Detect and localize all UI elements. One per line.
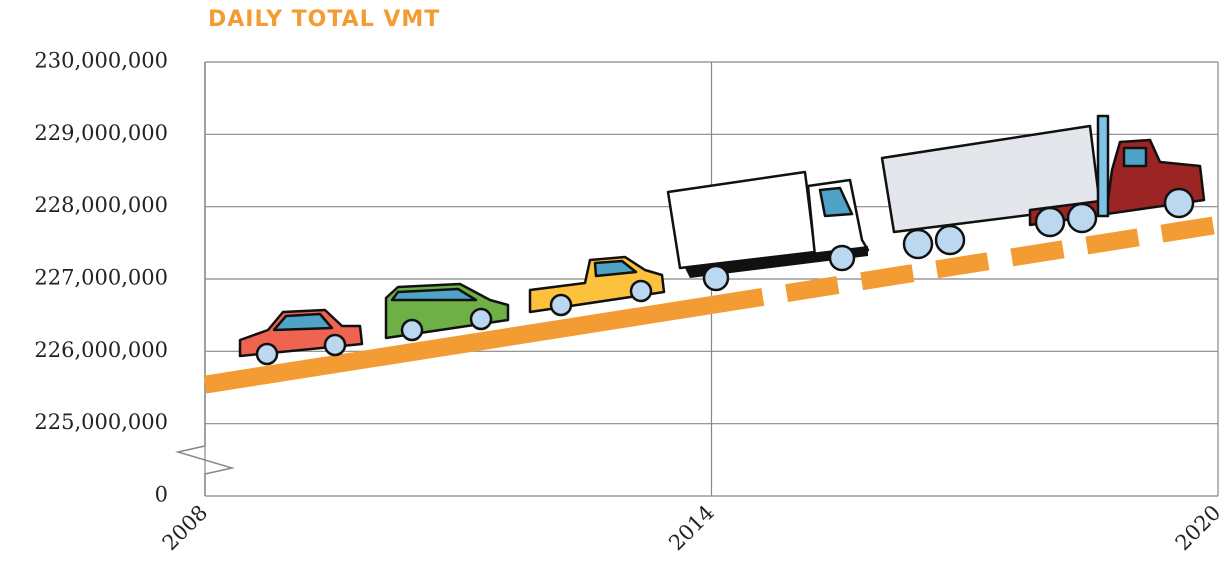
box-truck bbox=[666, 170, 870, 292]
y-tick-label: 226,000,000 bbox=[34, 338, 168, 362]
y-tick-label: 225,000,000 bbox=[34, 410, 168, 434]
y-tick-label: 0 bbox=[155, 483, 168, 507]
x-tick-label: 2014 bbox=[664, 500, 719, 555]
van bbox=[384, 282, 510, 342]
car bbox=[238, 308, 364, 366]
x-tick-label: 2008 bbox=[158, 500, 213, 555]
y-tick-label: 230,000,000 bbox=[34, 49, 168, 73]
y-tick-label: 228,000,000 bbox=[34, 193, 168, 217]
line-series bbox=[203, 296, 713, 394]
pickup bbox=[528, 255, 666, 317]
line-series bbox=[710, 215, 1220, 314]
semi-truck bbox=[880, 114, 1206, 260]
chart-title: DAILY TOTAL VMT bbox=[208, 7, 440, 32]
y-tick-label: 227,000,000 bbox=[34, 266, 168, 290]
lines bbox=[203, 215, 1220, 394]
y-tick-label: 229,000,000 bbox=[34, 121, 168, 145]
x-tick-label: 2020 bbox=[1171, 500, 1226, 555]
